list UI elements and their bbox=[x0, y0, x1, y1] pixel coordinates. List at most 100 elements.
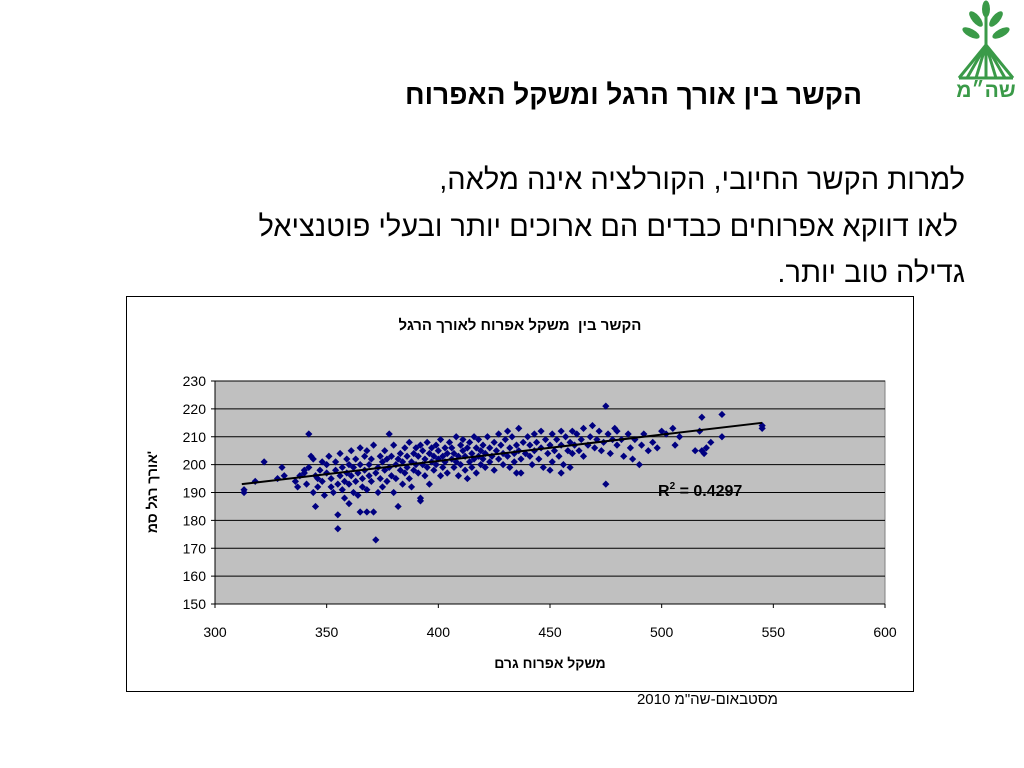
data-point bbox=[519, 438, 527, 446]
data-point bbox=[432, 441, 440, 449]
data-point bbox=[483, 433, 492, 441]
data-point bbox=[457, 461, 465, 469]
data-point bbox=[240, 488, 248, 497]
data-point bbox=[579, 452, 588, 460]
data-point bbox=[392, 474, 400, 483]
data-point bbox=[691, 447, 699, 455]
data-point bbox=[425, 480, 433, 488]
logo-leaf bbox=[992, 27, 1010, 39]
data-point bbox=[631, 435, 639, 444]
data-point bbox=[644, 447, 652, 455]
data-point bbox=[345, 500, 353, 508]
data-point bbox=[345, 480, 353, 488]
data-point bbox=[349, 488, 358, 497]
data-point bbox=[461, 452, 469, 460]
data-point bbox=[490, 438, 498, 446]
data-point bbox=[566, 438, 574, 446]
data-point bbox=[405, 438, 413, 446]
data-point bbox=[649, 438, 657, 446]
data-point bbox=[555, 452, 563, 460]
body-line: גדילה טוב יותר. bbox=[777, 257, 965, 289]
data-point bbox=[488, 452, 496, 460]
y-axis-label: אורך רגל סמ' bbox=[144, 451, 160, 533]
data-point bbox=[490, 466, 498, 474]
data-point bbox=[586, 433, 594, 441]
chart-title: הקשר בין משקל אפרוח לאורך הרגל bbox=[399, 317, 642, 334]
data-point bbox=[526, 452, 534, 460]
data-point bbox=[626, 444, 634, 452]
trend-layer bbox=[241, 421, 763, 486]
data-point bbox=[314, 483, 322, 491]
data-point bbox=[394, 502, 402, 511]
chart-frame: הקשר בין משקל אפרוח לאורך הרגל 150 160 170… bbox=[126, 296, 914, 692]
data-point bbox=[512, 469, 521, 477]
data-point bbox=[457, 441, 465, 449]
trendline bbox=[241, 421, 763, 486]
axes-layer: 150 160 170 180 190 200 210 220 230 300 350 400 450 5… bbox=[183, 373, 897, 640]
data-point bbox=[671, 441, 679, 449]
data-point bbox=[597, 447, 605, 455]
data-point bbox=[517, 455, 525, 463]
data-point bbox=[461, 466, 469, 474]
y-tick-label: 170 bbox=[183, 540, 207, 556]
data-point bbox=[602, 480, 610, 488]
r-squared-label: R2 = 0.4297 bbox=[658, 481, 742, 500]
x-tick-label: 450 bbox=[538, 624, 562, 640]
x-tick-label: 500 bbox=[650, 624, 674, 640]
data-point bbox=[568, 427, 576, 435]
y-tick-label: 220 bbox=[183, 401, 207, 417]
logo-leaf bbox=[962, 27, 980, 39]
body-line: למרות הקשר החיובי, הקורלציה אינה מלאה, bbox=[439, 164, 965, 196]
data-point bbox=[479, 441, 487, 449]
data-point bbox=[588, 422, 597, 430]
data-point bbox=[595, 427, 603, 435]
data-point bbox=[564, 447, 572, 455]
data-point bbox=[430, 452, 438, 460]
data-point bbox=[479, 455, 487, 463]
data-point bbox=[459, 435, 467, 444]
data-point bbox=[658, 427, 666, 435]
data-point bbox=[307, 452, 315, 460]
data-point bbox=[414, 452, 422, 460]
data-point bbox=[577, 435, 585, 444]
data-point bbox=[512, 441, 521, 449]
data-point bbox=[381, 447, 389, 455]
x-tick-label: 350 bbox=[315, 624, 339, 640]
data-point bbox=[356, 461, 364, 469]
data-point bbox=[613, 441, 621, 449]
data-point bbox=[533, 438, 541, 446]
data-point bbox=[562, 433, 570, 441]
logo-field-furrows bbox=[957, 44, 1015, 80]
plant-logo-icon: שה״מ bbox=[956, 0, 1016, 102]
data-point bbox=[530, 447, 538, 455]
data-point bbox=[459, 447, 467, 455]
data-point bbox=[611, 424, 619, 432]
data-point bbox=[575, 447, 583, 455]
body-text: למרות הקשר החיובי, הקורלציה אינה מלאה, ל… bbox=[259, 157, 965, 297]
slide-title: הקשר בין אורך הרגל ומשקל האפרוח bbox=[405, 79, 862, 110]
shaham-logo: שה״מ bbox=[954, 0, 1018, 102]
data-point bbox=[707, 438, 715, 446]
data-point bbox=[390, 441, 398, 449]
data-point bbox=[392, 461, 400, 469]
data-point bbox=[414, 469, 422, 477]
y-tick-label: 200 bbox=[183, 457, 207, 473]
data-point bbox=[439, 452, 447, 460]
data-point bbox=[503, 427, 512, 435]
data-point bbox=[376, 452, 384, 460]
y-tick-label: 190 bbox=[183, 485, 207, 501]
data-point bbox=[421, 455, 429, 463]
scatter-chart: הקשר בין משקל אפרוח לאורך הרגל 150 160 170… bbox=[144, 317, 897, 671]
data-point bbox=[499, 461, 507, 469]
data-point bbox=[423, 438, 431, 446]
body-line: לאו דווקא אפרוחים כבדים הם ארוכים יותר ו… bbox=[258, 210, 958, 243]
data-point bbox=[316, 466, 324, 474]
data-point bbox=[604, 430, 612, 438]
data-point bbox=[593, 435, 601, 444]
data-point bbox=[425, 449, 433, 458]
data-point bbox=[372, 469, 380, 477]
x-tick-label: 550 bbox=[762, 624, 786, 640]
y-tick-label: 210 bbox=[183, 429, 207, 445]
data-point bbox=[434, 447, 442, 455]
data-point bbox=[309, 455, 317, 463]
